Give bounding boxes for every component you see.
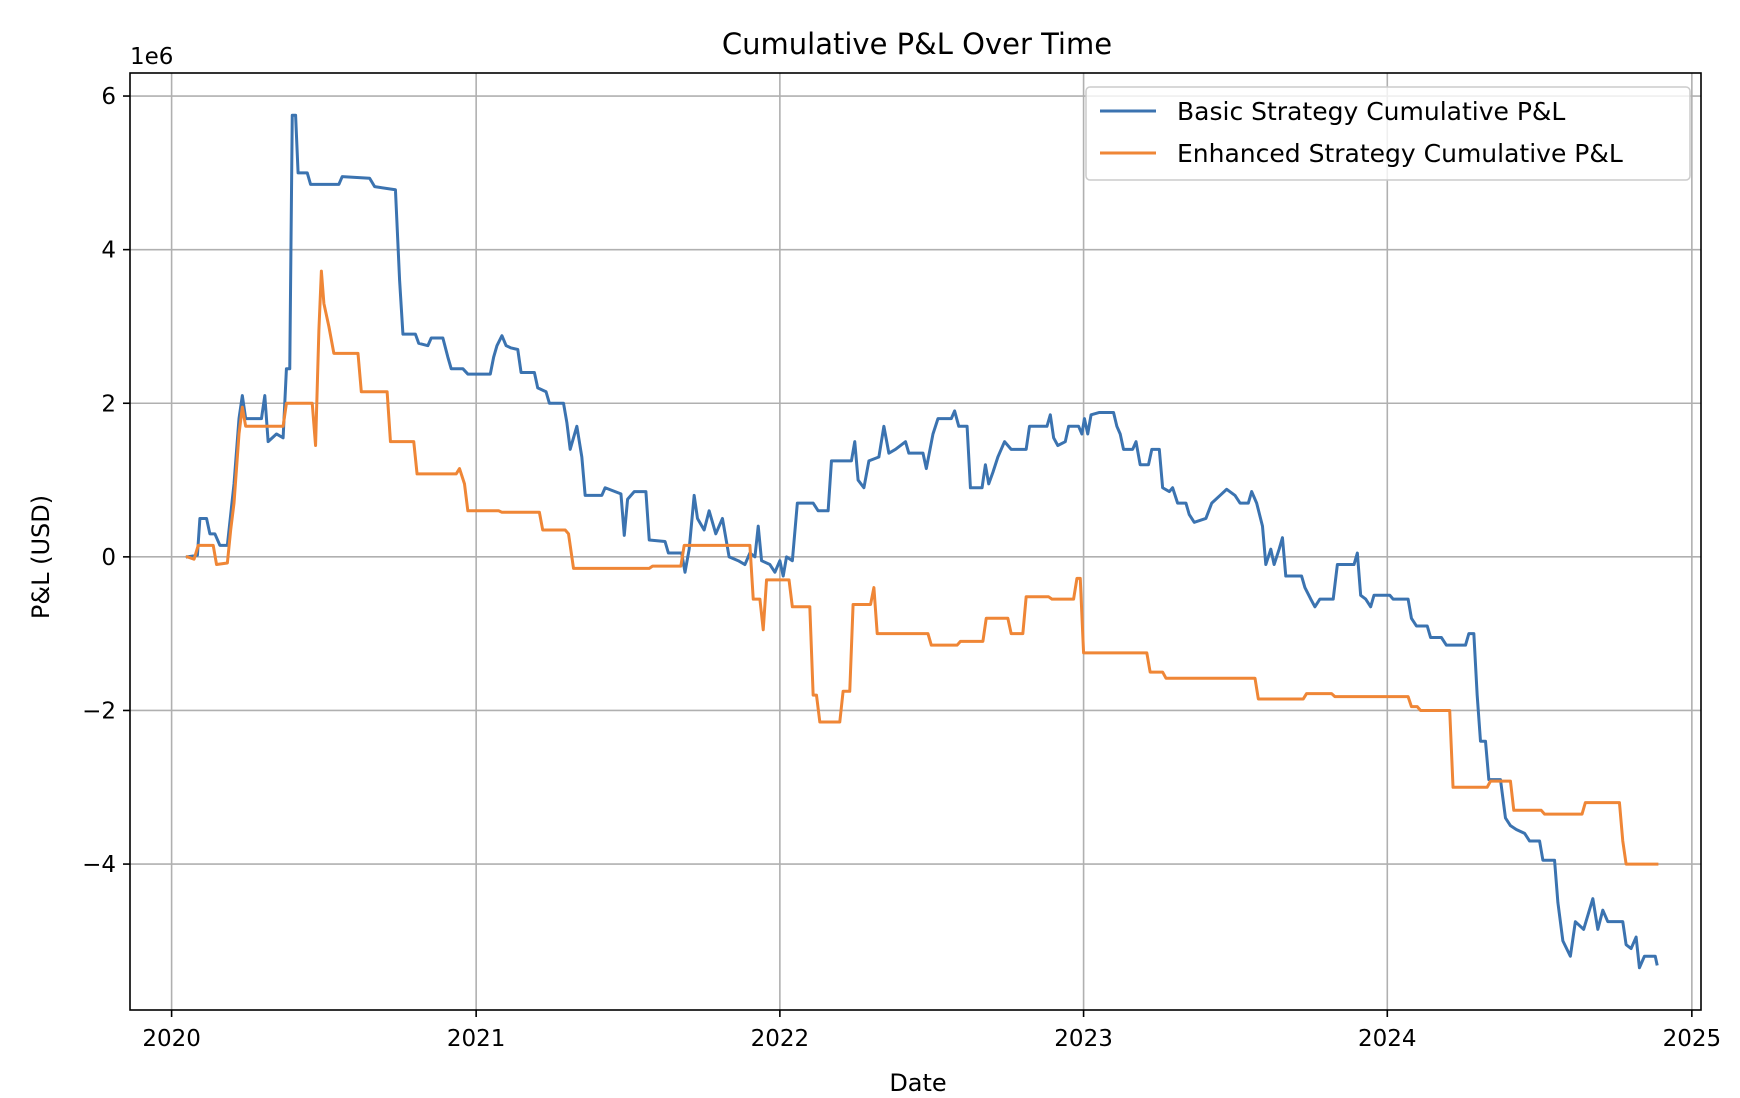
legend-label-enhanced: Enhanced Strategy Cumulative P&L xyxy=(1177,139,1623,168)
legend: Basic Strategy Cumulative P&L Enhanced S… xyxy=(1085,86,1691,181)
y-tick-label: 2 xyxy=(101,391,116,417)
y-tick-label: −4 xyxy=(82,852,116,878)
y-axis-label: P&L (USD) xyxy=(27,495,55,619)
chart-title: Cumulative P&L Over Time xyxy=(722,27,1112,61)
legend-label-basic: Basic Strategy Cumulative P&L xyxy=(1177,97,1565,126)
y-tick-label: 0 xyxy=(101,545,116,571)
y-tick-label: 6 xyxy=(101,84,116,110)
x-tick-label: 2024 xyxy=(1358,1026,1417,1052)
x-tick-label: 2022 xyxy=(751,1026,810,1052)
y-tick-label: 4 xyxy=(101,238,116,264)
x-tick-label: 2020 xyxy=(142,1026,201,1052)
series-layer xyxy=(185,113,1659,970)
y-offset-label: 1e6 xyxy=(130,44,173,70)
series-line-basic xyxy=(185,113,1659,970)
x-tick-label: 2025 xyxy=(1663,1026,1722,1052)
legend-box xyxy=(1085,86,1691,181)
ticks: 2020 2021 2022 2023 2024 2025 6 4 2 0 −2 −4 xyxy=(82,84,1721,1052)
series-line-enhanced xyxy=(185,269,1659,866)
x-tick-label: 2023 xyxy=(1054,1026,1113,1052)
plot-frame xyxy=(129,72,1702,1011)
x-tick-label: 2021 xyxy=(447,1026,506,1052)
x-axis-label: Date xyxy=(889,1069,946,1097)
y-tick-label: −2 xyxy=(82,698,116,724)
